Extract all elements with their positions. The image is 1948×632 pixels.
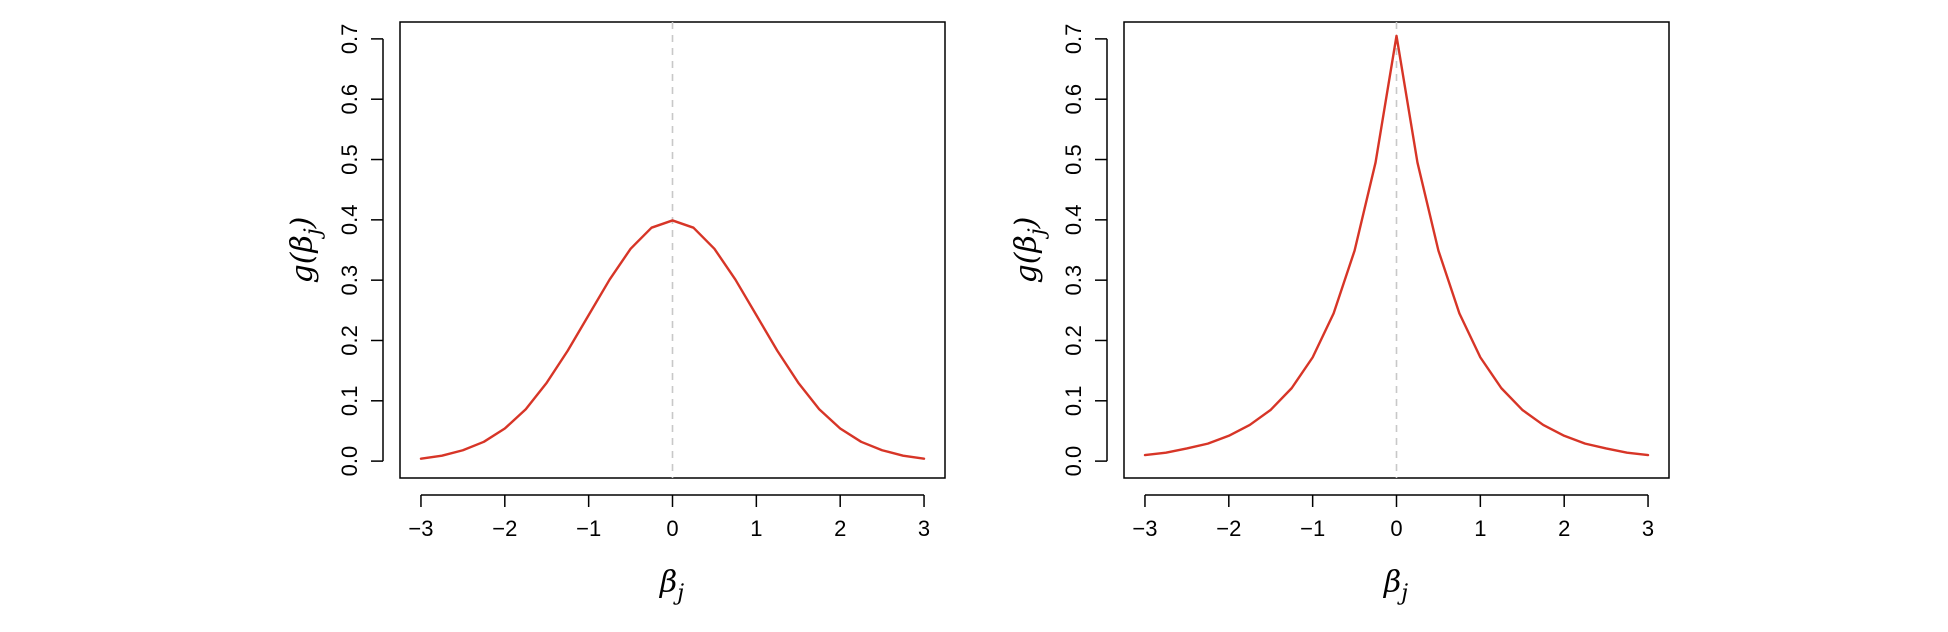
- right-y-axis: 0.0 0.1 0.2 0.3 0.4 0.5 0.6 0.7: [1061, 24, 1108, 477]
- right-x-tick-label: 1: [1474, 516, 1486, 541]
- left-y-tick-label: 0.5: [337, 144, 362, 175]
- right-x-tick-label: −1: [1300, 516, 1325, 541]
- right-y-tick-label: 0.4: [1061, 205, 1086, 236]
- right-y-axis-title: g(βj): [1009, 217, 1050, 284]
- right-x-tick-label: −2: [1216, 516, 1241, 541]
- left-x-axis: −3 −2 −1 0 1 2 3: [408, 494, 930, 541]
- left-curve-layer: [419, 219, 926, 460]
- right-y-tick-label: 0.5: [1061, 144, 1086, 175]
- left-y-tick-label: 0.6: [337, 84, 362, 115]
- right-y-tick-label: 0.1: [1061, 385, 1086, 416]
- left-x-tick-label: −2: [492, 516, 517, 541]
- left-x-tick-label: 1: [750, 516, 762, 541]
- left-x-tick-label: 3: [918, 516, 930, 541]
- right-y-tick-label: 0.0: [1061, 446, 1086, 477]
- right-x-tick-label: 2: [1558, 516, 1570, 541]
- left-x-tick-label: −3: [408, 516, 433, 541]
- left-x-tick-label: 2: [834, 516, 846, 541]
- right-x-tick-label: −3: [1132, 516, 1157, 541]
- right-x-tick-label: 0: [1390, 516, 1402, 541]
- left-y-tick-label: 0.0: [337, 446, 362, 477]
- right-y-tick-label: 0.2: [1061, 325, 1086, 356]
- right-density-curve: [1143, 34, 1650, 457]
- left-panel: −3 −2 −1 0 1 2 3 0.00.10.20.30.40.50.60.7 βj g…: [285, 21, 946, 606]
- left-y-axis-title: g(βj): [285, 217, 326, 284]
- left-density-curve: [419, 219, 926, 460]
- left-y-tick-label: 0.1: [337, 385, 362, 416]
- right-y-tick-label: 0.6: [1061, 84, 1086, 115]
- right-y-tick-label: 0.3: [1061, 265, 1086, 296]
- left-y-tick-label: 0.4: [337, 205, 362, 236]
- right-x-axis: −3 −2 −1 0 1 2 3: [1132, 494, 1654, 541]
- left-y-axis: 0.0 0.1 0.2 0.3 0.4 0.5 0.6 0.7: [337, 24, 384, 477]
- left-y-tick-label: 0.7: [337, 24, 362, 55]
- left-x-tick-label: −1: [576, 516, 601, 541]
- left-y-tick-label: 0.2: [337, 325, 362, 356]
- right-y-tick-label: 0.7: [1061, 24, 1086, 55]
- left-y-tick-label: 0.3: [337, 265, 362, 296]
- right-x-tick-label: 3: [1642, 516, 1654, 541]
- left-x-tick-label: 0: [666, 516, 678, 541]
- right-curve-layer: [1143, 34, 1650, 457]
